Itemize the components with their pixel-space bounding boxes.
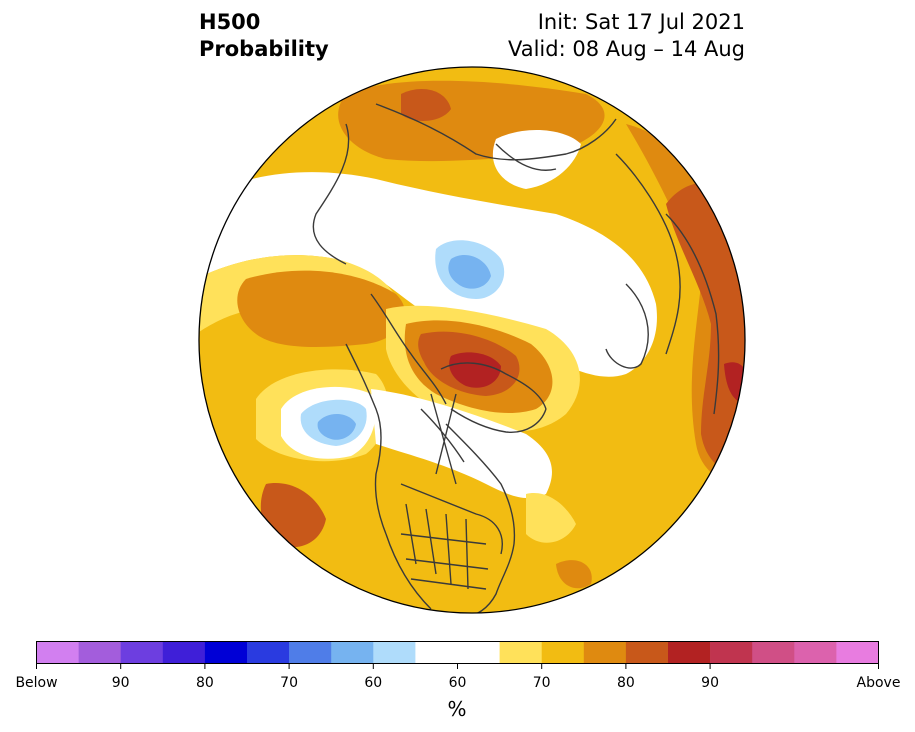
- coastlines: [312, 103, 720, 613]
- state-borders-horizontal: [400, 533, 489, 590]
- colorbar-segment: [289, 641, 332, 664]
- coast-siberia-inner: [495, 143, 557, 171]
- contour-below60-nepacific: [317, 413, 356, 440]
- colorbar-segment: [120, 641, 164, 664]
- colorbar-tick-label: 60: [364, 675, 383, 691]
- colorbar-segment: [668, 641, 711, 664]
- coast-west-us: [385, 533, 432, 610]
- colorbar-segment: [457, 641, 500, 664]
- contour-above75-greenland: [449, 352, 501, 388]
- colorbar-segment: [625, 641, 669, 664]
- neutral-band-canada: [371, 389, 552, 499]
- metric-label: Probability: [199, 37, 329, 61]
- colorbar-tick-label: 80: [195, 675, 214, 691]
- colorbar-tick-label: 80: [616, 675, 635, 691]
- coast-scandinavia: [615, 153, 681, 355]
- colorbar-unit: %: [447, 697, 467, 721]
- map-boundary: [198, 66, 746, 614]
- colorbar-tick-label: 70: [280, 675, 299, 691]
- variable-label: H500: [199, 10, 261, 34]
- contour-below60-arctic: [448, 255, 491, 289]
- coast-arctic-islands: [605, 283, 649, 369]
- colorbar-tick-label: Above: [856, 675, 901, 691]
- colorbar-tick-label: 90: [701, 675, 720, 691]
- colorbar-segment: [331, 641, 374, 664]
- colorbar-tick-label: 90: [111, 675, 130, 691]
- neutral-patch-siberia: [492, 129, 581, 189]
- state-borders: [405, 503, 469, 590]
- colorbar-segment: [373, 641, 416, 664]
- colorbar: [36, 641, 879, 669]
- coast-europe: [665, 213, 720, 415]
- colorbar-tick-label: 70: [532, 675, 551, 691]
- coast-greenland-north: [440, 362, 547, 410]
- contour-above70-right: [666, 182, 745, 484]
- init-date: Init: Sat 17 Jul 2021: [537, 10, 745, 34]
- probability-fill: [199, 67, 745, 613]
- colorbar-tick-label: Below: [15, 675, 58, 691]
- coast-siberia: [375, 103, 617, 161]
- colorbar-segment: [247, 641, 290, 664]
- colorbar-segment: [78, 641, 121, 664]
- coast-east-asia: [312, 123, 350, 265]
- contour-above70-top: [401, 89, 451, 121]
- coast-greenland-south: [450, 408, 547, 433]
- colorbar-segment: [752, 641, 795, 664]
- valid-range: Valid: 08 Aug – 14 Aug: [507, 37, 745, 61]
- chart-title: H500 Probability: [199, 9, 329, 63]
- colorbar-segment: [583, 641, 627, 664]
- province-borders: [420, 393, 465, 485]
- contour-above65-pacific: [237, 270, 405, 347]
- colorbar-segment: [415, 641, 458, 664]
- colorbar-segment: [794, 641, 837, 664]
- coast-east-us: [465, 543, 515, 613]
- date-info: Init: Sat 17 Jul 2021 Valid: 08 Aug – 14…: [508, 9, 745, 63]
- colorbar-segment: [710, 641, 753, 664]
- border-canada-us: [400, 483, 503, 555]
- colorbar-segment: [836, 641, 879, 664]
- colorbar-segment: [204, 641, 248, 664]
- colorbar-segment: [541, 641, 585, 664]
- colorbar-segment: [36, 641, 79, 664]
- contour-above65-atlantic: [556, 560, 592, 589]
- coast-hudson-bay: [445, 423, 516, 545]
- contour-above55-atlantic: [526, 493, 576, 543]
- neutral-band-north: [199, 172, 657, 377]
- colorbar-segment: [162, 641, 206, 664]
- coast-alaska: [370, 293, 447, 405]
- colorbar-tick-label: 60: [448, 675, 467, 691]
- coast-west-canada: [345, 343, 387, 535]
- colorbar-segment: [499, 641, 542, 664]
- probability-map: [198, 66, 746, 614]
